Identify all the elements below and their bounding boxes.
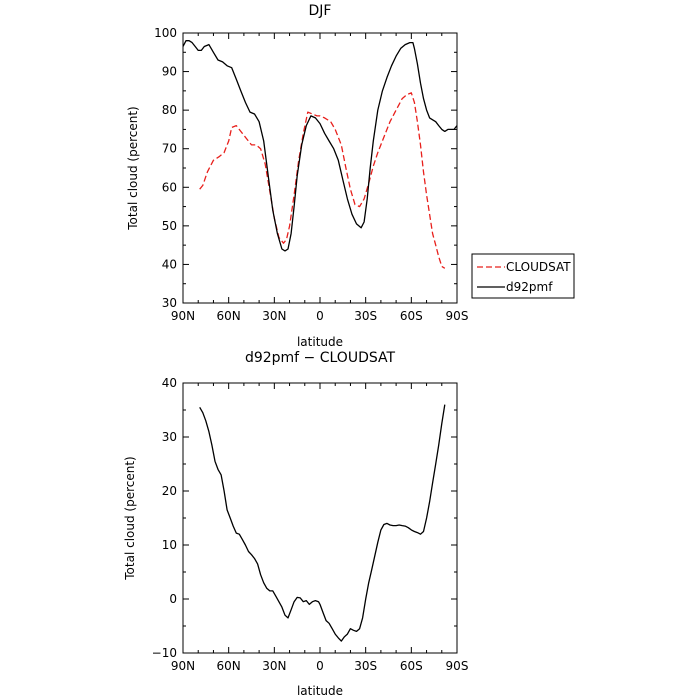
top-panel: DJF 90N 60N 30N 0 30S 60S 90S 30 40 50 60 70 80 90 100… xyxy=(126,3,468,349)
top-y-tick-label: 100 xyxy=(154,26,177,40)
top-x-tick-label: 90S xyxy=(446,309,469,323)
legend: CLOUDSAT d92pmf xyxy=(471,253,575,299)
top-chart-title: DJF xyxy=(309,3,332,19)
top-y-axis-label: Total cloud (percent) xyxy=(126,106,140,230)
top-y-tick-label: 40 xyxy=(162,257,177,271)
bottom-x-tick-label: 60S xyxy=(400,659,423,673)
bottom-x-tick-label: 30N xyxy=(262,659,286,673)
bottom-x-tick-label: 30S xyxy=(354,659,377,673)
top-x-tick-label: 0 xyxy=(316,309,324,323)
top-y-tick-label: 80 xyxy=(162,103,177,117)
top-y-tick-label: 50 xyxy=(162,219,177,233)
bottom-x-tick-label: 90S xyxy=(446,659,469,673)
bottom-x-tick-label: 90N xyxy=(171,659,195,673)
bottom-x-tick-label: 0 xyxy=(316,659,324,673)
bottom-y-tick-label: −10 xyxy=(152,646,177,660)
bottom-y-tick-label: 10 xyxy=(162,538,177,552)
bottom-lines xyxy=(199,404,446,642)
top-x-tick-label: 30N xyxy=(262,309,286,323)
legend-label-cloudsat: CLOUDSAT xyxy=(506,260,571,274)
bottom-plot-frame xyxy=(182,382,458,654)
bottom-ticks: 90N 60N 30N 0 30S 60S 90S −10 0 10 20 30 40 xyxy=(152,376,469,673)
bottom-series-line-difference xyxy=(199,404,446,642)
top-y-tick-label: 70 xyxy=(162,142,177,156)
bottom-chart-title: d92pmf − CLOUDSAT xyxy=(245,350,396,366)
bottom-y-tick-label: 0 xyxy=(169,592,177,606)
top-x-tick-label: 90N xyxy=(171,309,195,323)
top-y-tick-label: 60 xyxy=(162,180,177,194)
bottom-y-axis-label: Total cloud (percent) xyxy=(123,456,137,580)
bottom-y-tick-label: 30 xyxy=(162,430,177,444)
bottom-x-tick-label: 60N xyxy=(217,659,241,673)
top-ticks: 90N 60N 30N 0 30S 60S 90S 30 40 50 60 70 80 90 100 xyxy=(154,26,468,323)
bottom-panel: d92pmf − CLOUDSAT 90N 60N 30N 0 30S 60S 90S −10… xyxy=(123,350,468,698)
legend-box xyxy=(471,253,575,299)
top-x-tick-label: 30S xyxy=(354,309,377,323)
bottom-y-tick-label: 20 xyxy=(162,484,177,498)
top-series-line-cloudsat xyxy=(199,92,446,269)
top-y-tick-label: 30 xyxy=(162,296,177,310)
top-y-tick-label: 90 xyxy=(162,65,177,79)
top-lines xyxy=(182,40,458,269)
top-series-line-d92pmf xyxy=(182,40,458,252)
top-x-tick-label: 60N xyxy=(217,309,241,323)
legend-label-d92pmf: d92pmf xyxy=(506,280,553,294)
bottom-x-axis-label: latitude xyxy=(297,684,343,698)
top-plot-frame xyxy=(182,32,458,304)
top-x-tick-label: 60S xyxy=(400,309,423,323)
bottom-y-tick-label: 40 xyxy=(162,376,177,390)
top-x-axis-label: latitude xyxy=(297,335,343,349)
